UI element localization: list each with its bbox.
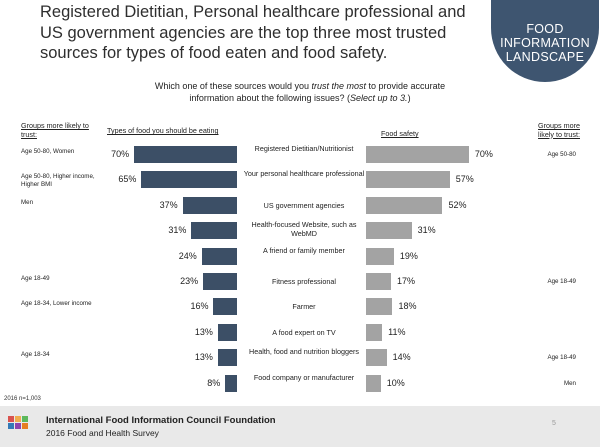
left-bar [141,171,237,189]
left-bar [213,298,237,316]
question-text-3: information about the following issues? … [189,92,351,103]
source-label: Fitness professional [272,277,336,286]
group-right-label: Age 18-49 [547,354,576,362]
left-value-label: 16% [190,301,209,312]
source-label: Food company or manufacturer [253,372,355,382]
right-value-label: 18% [398,301,417,312]
right-bar [366,247,394,265]
group-left-label: Men [21,198,34,206]
badge-line-1: FOOD [526,22,564,36]
source-label: US government agencies [263,200,345,210]
ific-logo [8,416,36,436]
left-value-label: 23% [180,276,199,286]
right-bar [366,273,391,290]
right-bar [366,171,450,189]
groups-right-header: Groups more likely to trust: [538,121,580,139]
food-safety-header: Food safety [381,129,419,138]
group-left-label: Age 50-80, Women [21,148,75,155]
group-left-label: Age 18-34, Lower income [21,300,92,308]
group-left-label: Age 18-34 [21,351,50,359]
survey-name: 2016 Food and Health Survey [46,428,159,438]
right-bar [366,298,393,316]
types-of-food-header: Types of food you should be eating [107,126,219,135]
group-right-label: Age 50-80 [547,151,576,158]
left-bar [191,222,237,240]
right-value-label: 17% [396,276,415,286]
right-value-label: 70% [474,149,493,159]
source-label: Registered Dietitian/Nutritionist [254,144,354,153]
page-number: 5 [552,420,556,427]
badge-line-3: LANDSCAPE [505,50,585,64]
food-information-landscape-badge: FOOD INFORMATION LANDSCAPE [491,0,599,82]
right-value-label: 31% [417,225,436,236]
left-value-label: 37% [159,199,178,210]
source-label: Health, food and nutrition bloggers [249,347,359,357]
right-bar [366,196,443,214]
headline: Registered Dietitian, Personal healthcar… [40,3,466,62]
left-value-label: 31% [168,225,187,236]
source-label: A food expert on TV [272,327,336,337]
group-left-label: Age 50-80, Higher income, Higher BMI [21,173,95,188]
right-value-label: 57% [455,174,474,185]
source-label: A friend or family member [263,245,345,255]
question-text-1: Which one of these sources would you [154,81,312,91]
left-bar [203,273,237,290]
question-text-2: to provide accurate [366,81,446,91]
left-value-label: 65% [118,174,137,185]
groups-left-header: Groups more likely to trust: [21,121,89,139]
right-bar [366,222,412,240]
left-value-label: 8% [207,377,221,388]
right-bar [366,323,383,341]
organization-name: International Food Information Council F… [46,415,276,426]
badge-line-2: INFORMATION [500,36,590,50]
left-bar [217,349,237,367]
source-label: Farmer [292,302,316,312]
right-value-label: 14% [392,352,411,363]
left-bar [201,247,237,265]
right-value-label: 19% [399,250,418,261]
survey-question: Which one of these sources would you tru… [120,81,480,104]
source-label: Your personal healthcare professional [243,169,365,179]
right-bar [366,349,387,367]
right-value-label: 52% [448,199,467,210]
group-right-label: Men [563,379,576,387]
left-value-label: 70% [111,149,130,159]
left-value-label: 13% [194,326,213,337]
sample-size: 2016 n=1,003 [4,396,41,402]
footer: International Food Information Council F… [0,406,600,447]
source-label: Health-focused Website, such as WebMD [251,220,357,239]
left-value-label: 13% [194,352,213,363]
right-bar [366,374,381,392]
question-emphasis-1: trust the most [311,81,367,91]
right-bar [366,146,469,163]
group-right-label: Age 18-49 [547,278,576,285]
left-bar [217,323,237,341]
left-bar [182,196,237,214]
question-emphasis-2: Select up to 3. [350,92,408,103]
left-bar [134,146,237,163]
group-left-label: Age 18-49 [21,275,50,282]
left-value-label: 24% [178,250,197,261]
right-value-label: 11% [388,326,406,337]
right-value-label: 10% [386,377,405,388]
left-bar [225,374,237,392]
question-text-4: ) [407,92,411,103]
